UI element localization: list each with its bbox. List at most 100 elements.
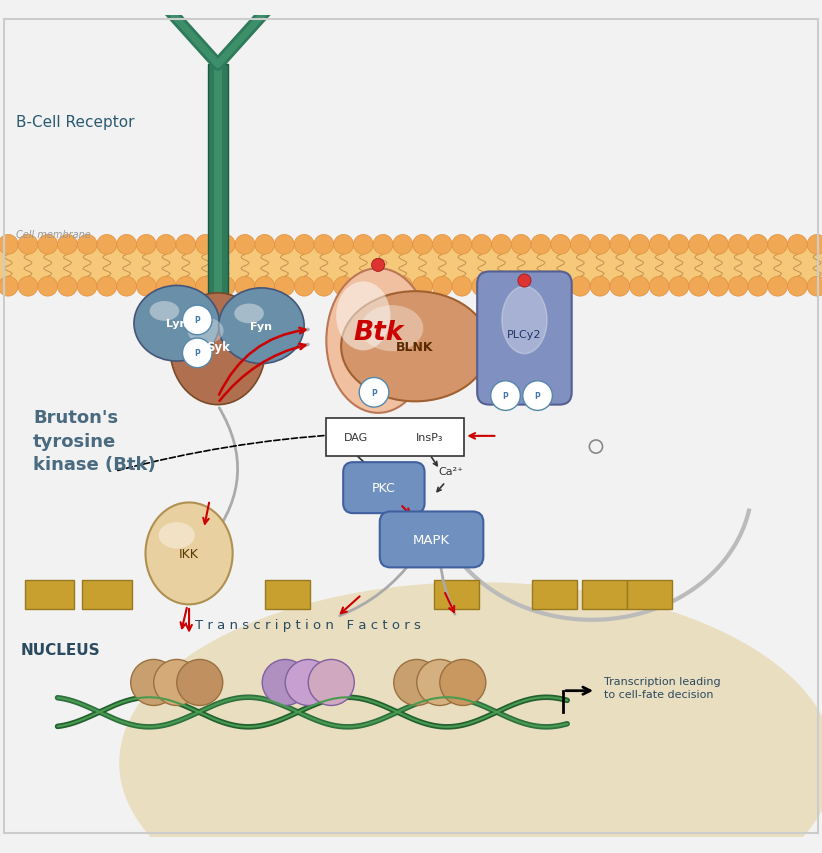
Circle shape bbox=[176, 277, 196, 297]
Text: P: P bbox=[195, 316, 200, 325]
Circle shape bbox=[294, 277, 314, 297]
Ellipse shape bbox=[119, 583, 822, 853]
Ellipse shape bbox=[187, 318, 224, 345]
Bar bbox=[581, 580, 626, 610]
Circle shape bbox=[570, 277, 590, 297]
Ellipse shape bbox=[131, 659, 177, 705]
Circle shape bbox=[334, 277, 353, 297]
Ellipse shape bbox=[177, 659, 223, 705]
Circle shape bbox=[590, 277, 610, 297]
Circle shape bbox=[768, 235, 787, 255]
Circle shape bbox=[38, 235, 58, 255]
Ellipse shape bbox=[219, 288, 304, 364]
Text: Lyn: Lyn bbox=[166, 319, 187, 329]
Circle shape bbox=[649, 277, 669, 297]
Circle shape bbox=[235, 235, 255, 255]
Circle shape bbox=[235, 277, 255, 297]
Circle shape bbox=[156, 277, 176, 297]
Circle shape bbox=[413, 235, 432, 255]
Circle shape bbox=[215, 235, 235, 255]
Ellipse shape bbox=[501, 287, 547, 354]
Circle shape bbox=[373, 277, 393, 297]
Bar bbox=[0, 264, 822, 287]
FancyArrowPatch shape bbox=[219, 330, 308, 395]
Circle shape bbox=[570, 235, 590, 255]
Text: IKK: IKK bbox=[179, 548, 199, 560]
Ellipse shape bbox=[285, 659, 331, 705]
Circle shape bbox=[393, 235, 413, 255]
Circle shape bbox=[255, 235, 275, 255]
Ellipse shape bbox=[262, 659, 308, 705]
Bar bbox=[0, 241, 822, 275]
Circle shape bbox=[275, 235, 294, 255]
Bar bbox=[434, 580, 479, 610]
FancyArrowPatch shape bbox=[339, 560, 413, 616]
Circle shape bbox=[551, 235, 570, 255]
Circle shape bbox=[117, 235, 136, 255]
Circle shape bbox=[294, 235, 314, 255]
Bar bbox=[533, 580, 578, 610]
Circle shape bbox=[492, 277, 511, 297]
Circle shape bbox=[492, 235, 511, 255]
FancyBboxPatch shape bbox=[344, 462, 425, 514]
Circle shape bbox=[58, 235, 77, 255]
Text: Bruton's
tyrosine
kinase (Btk): Bruton's tyrosine kinase (Btk) bbox=[33, 409, 155, 473]
Circle shape bbox=[97, 235, 117, 255]
Bar bbox=[214, 65, 222, 311]
Circle shape bbox=[531, 277, 551, 297]
Circle shape bbox=[97, 277, 117, 297]
Text: T r a n s c r i p t i o n   F a c t o r s: T r a n s c r i p t i o n F a c t o r s bbox=[196, 618, 421, 632]
Bar bbox=[208, 65, 228, 311]
Circle shape bbox=[551, 277, 570, 297]
Bar bbox=[82, 580, 132, 610]
Circle shape bbox=[787, 277, 807, 297]
Circle shape bbox=[630, 277, 649, 297]
Text: Fyn: Fyn bbox=[251, 322, 272, 331]
Circle shape bbox=[196, 277, 215, 297]
Circle shape bbox=[182, 306, 212, 335]
Text: P: P bbox=[372, 388, 376, 397]
Circle shape bbox=[38, 277, 58, 297]
Circle shape bbox=[0, 277, 18, 297]
Circle shape bbox=[215, 277, 235, 297]
Text: PKC: PKC bbox=[372, 482, 395, 495]
Circle shape bbox=[491, 381, 520, 411]
Circle shape bbox=[393, 277, 413, 297]
Circle shape bbox=[359, 378, 389, 408]
Circle shape bbox=[196, 235, 215, 255]
Circle shape bbox=[610, 277, 630, 297]
Circle shape bbox=[630, 235, 649, 255]
Circle shape bbox=[432, 277, 452, 297]
Bar bbox=[626, 580, 672, 610]
Circle shape bbox=[182, 339, 212, 368]
Text: Transcription leading
to cell-fate decision: Transcription leading to cell-fate decis… bbox=[604, 676, 721, 699]
Circle shape bbox=[748, 277, 768, 297]
Bar bbox=[0, 243, 822, 266]
Circle shape bbox=[136, 277, 156, 297]
Ellipse shape bbox=[326, 269, 430, 414]
Text: DAG: DAG bbox=[344, 432, 368, 442]
Circle shape bbox=[77, 235, 97, 255]
Circle shape bbox=[373, 235, 393, 255]
Circle shape bbox=[728, 235, 748, 255]
Ellipse shape bbox=[417, 659, 463, 705]
Ellipse shape bbox=[361, 306, 423, 351]
Circle shape bbox=[156, 235, 176, 255]
Circle shape bbox=[669, 235, 689, 255]
FancyArrowPatch shape bbox=[219, 345, 308, 401]
FancyBboxPatch shape bbox=[326, 418, 464, 456]
Ellipse shape bbox=[440, 659, 486, 705]
Circle shape bbox=[452, 277, 472, 297]
Circle shape bbox=[787, 235, 807, 255]
Circle shape bbox=[472, 235, 492, 255]
Ellipse shape bbox=[145, 503, 233, 605]
Circle shape bbox=[709, 277, 728, 297]
Circle shape bbox=[748, 235, 768, 255]
Ellipse shape bbox=[234, 305, 264, 324]
Ellipse shape bbox=[336, 282, 390, 351]
Circle shape bbox=[807, 277, 822, 297]
Circle shape bbox=[275, 277, 294, 297]
Circle shape bbox=[511, 235, 531, 255]
Ellipse shape bbox=[308, 659, 354, 705]
Text: Ca²⁺: Ca²⁺ bbox=[438, 467, 463, 477]
